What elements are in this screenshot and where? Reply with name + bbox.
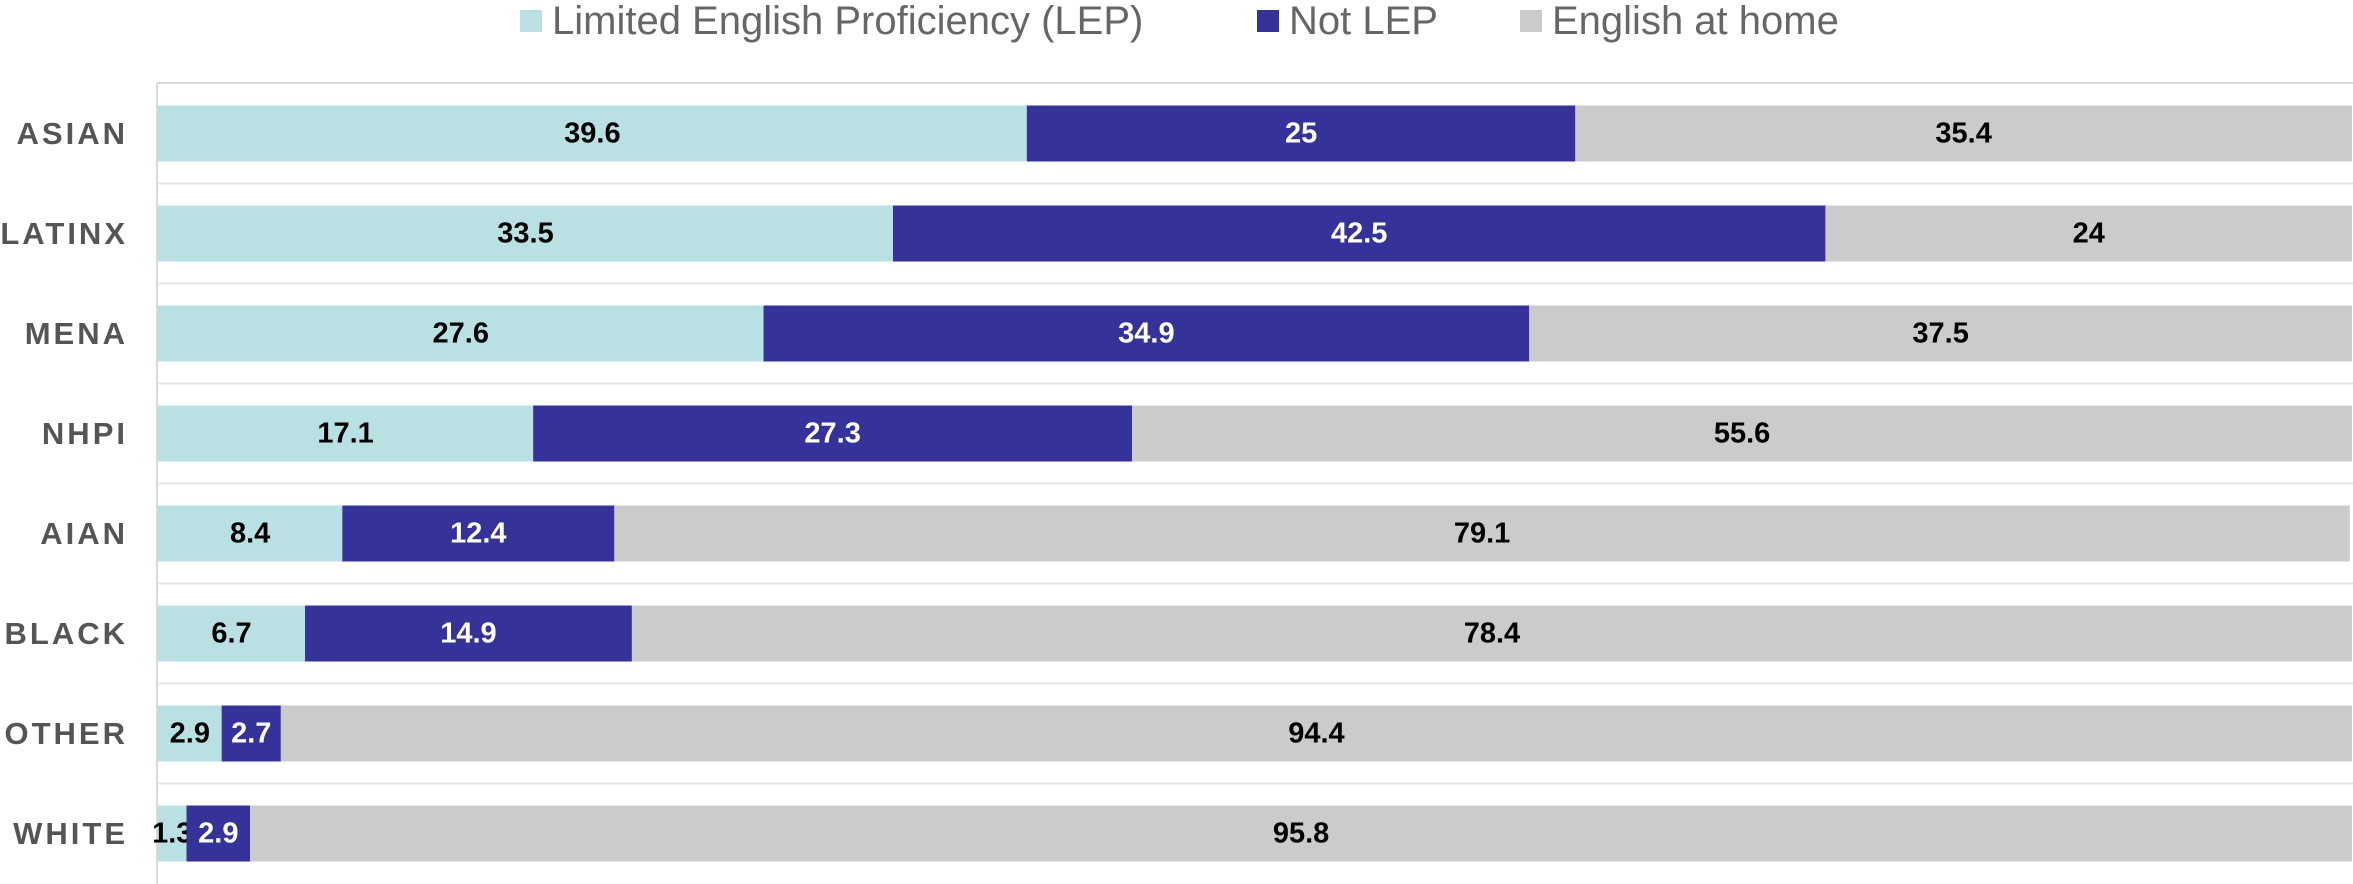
category-label: LATINX <box>0 216 128 251</box>
data-label: 55.6 <box>1714 418 1770 450</box>
category-label: BLACK <box>5 616 129 651</box>
data-label: 2.7 <box>231 718 271 750</box>
data-label: 79.1 <box>1454 518 1510 550</box>
bar-segment <box>304 605 632 662</box>
bar-segment <box>158 705 222 762</box>
bar-segment <box>1575 105 2352 162</box>
bar-segment <box>631 605 2352 662</box>
data-label: 2.9 <box>170 718 210 750</box>
data-label: 8.4 <box>230 518 270 550</box>
bar-segment <box>158 205 893 262</box>
bar-segment <box>158 405 534 462</box>
bar-segment <box>186 805 251 862</box>
legend-swatch <box>1520 10 1542 32</box>
category-label: MENA <box>25 316 128 351</box>
category-label: ASIAN <box>17 116 128 151</box>
bar-segment <box>158 105 1027 162</box>
data-label: 25 <box>1285 118 1317 150</box>
category-label: WHITE <box>13 816 128 851</box>
bar-segment <box>1026 105 1576 162</box>
bar-segment <box>763 305 1530 362</box>
bar-segment <box>892 205 1826 262</box>
data-label: 37.5 <box>1912 318 1968 350</box>
bar-segment <box>1529 305 2352 362</box>
data-label: 1.3 <box>152 818 192 850</box>
bar-segment <box>614 505 2350 562</box>
legend-label: English at home <box>1552 0 1839 43</box>
data-label: 2.9 <box>198 818 238 850</box>
bar-segment <box>1825 205 2352 262</box>
data-label: 94.4 <box>1288 718 1344 750</box>
category-label: AIAN <box>40 516 128 551</box>
data-label: 14.9 <box>440 618 496 650</box>
data-label: 17.1 <box>317 418 373 450</box>
legend-swatch <box>1257 10 1279 32</box>
data-label: 78.4 <box>1464 618 1520 650</box>
bar-segment <box>342 505 615 562</box>
bar-segment <box>158 605 305 662</box>
legend-label: Not LEP <box>1289 0 1438 43</box>
bar-segment <box>250 805 2353 862</box>
data-label: 95.8 <box>1273 818 1329 850</box>
data-label: 24 <box>2073 218 2105 250</box>
data-label: 42.5 <box>1331 218 1387 250</box>
bar-segment <box>1132 405 2352 462</box>
bar-segment <box>158 505 343 562</box>
bar-segment <box>221 705 281 762</box>
bar-segment <box>158 805 187 862</box>
legend-label: Limited English Proficiency (LEP) <box>552 0 1143 43</box>
category-label: OTHER <box>5 716 129 751</box>
data-label: 6.7 <box>211 618 251 650</box>
bar-segment <box>533 405 1133 462</box>
bar-segment <box>158 305 764 362</box>
data-label: 12.4 <box>450 518 506 550</box>
data-label: 39.6 <box>564 118 620 150</box>
data-label: 27.6 <box>433 318 489 350</box>
data-label: 27.3 <box>804 418 860 450</box>
category-label: NHPI <box>42 416 128 451</box>
legend-swatch <box>520 10 542 32</box>
data-label: 33.5 <box>497 218 553 250</box>
data-label: 35.4 <box>1935 118 1991 150</box>
data-label: 34.9 <box>1118 318 1174 350</box>
bar-segment <box>280 705 2352 762</box>
